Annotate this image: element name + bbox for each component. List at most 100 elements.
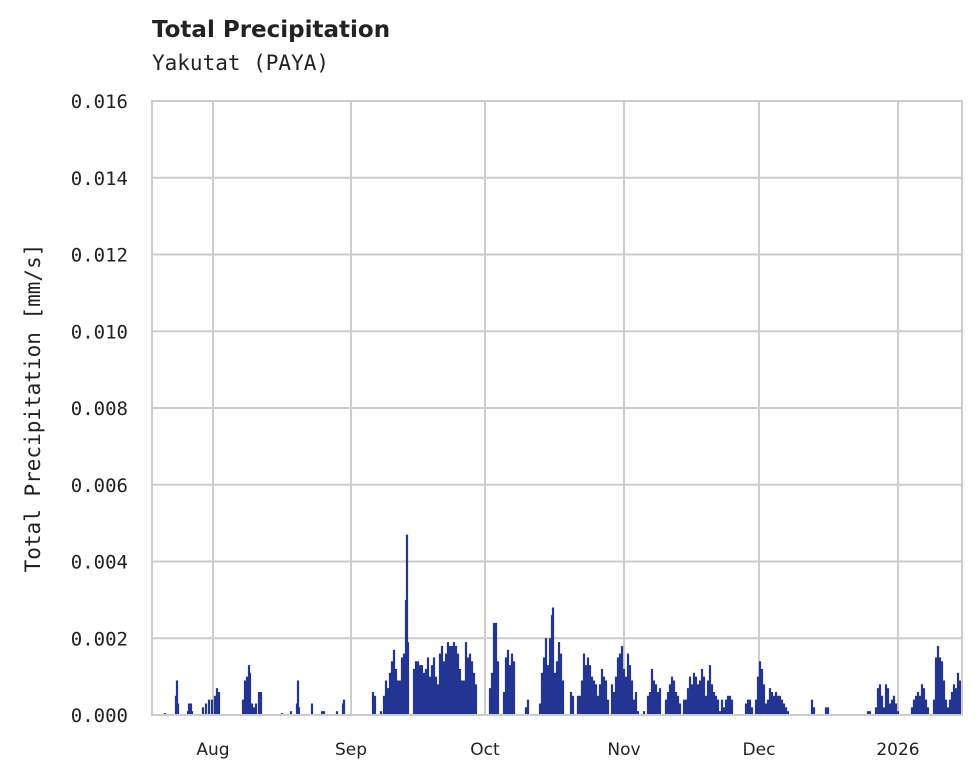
precip-bar (580, 680, 584, 715)
precip-bar (948, 699, 952, 715)
precip-bar (384, 680, 388, 715)
precip-bar (666, 691, 670, 715)
precip-bar (542, 657, 546, 715)
precip-bar (826, 707, 830, 715)
precip-bar (335, 711, 339, 715)
precip-bar (956, 672, 960, 715)
precip-bar (886, 688, 890, 715)
y-tick-label: 0.006 (71, 475, 128, 497)
precip-bar (440, 645, 444, 715)
precip-bar (474, 684, 478, 715)
precip-bar (426, 657, 430, 715)
precip-bar (488, 688, 492, 715)
x-tick-label: 2026 (876, 740, 919, 760)
precip-bar (936, 645, 940, 715)
precip-bar (720, 699, 724, 715)
precip-bar (938, 657, 942, 715)
precip-bar (658, 688, 662, 715)
precip-bar (322, 711, 326, 715)
precip-bar (648, 691, 652, 715)
precip-bar (670, 676, 674, 715)
precip-bar (470, 661, 474, 715)
precip-bar (416, 661, 420, 715)
precip-bar (910, 707, 914, 715)
precip-bar (540, 672, 544, 715)
precip-bar (189, 703, 193, 715)
precip-bar (490, 672, 494, 715)
x-tick-label: Dec (743, 740, 776, 760)
precip-bar (504, 657, 508, 715)
precip-bar (434, 676, 438, 715)
precip-bar (379, 711, 383, 715)
precip-bar (708, 665, 712, 715)
precip-bar (622, 668, 626, 715)
precip-bar (342, 699, 346, 715)
precip-bar (444, 653, 448, 715)
chart-title: Total Precipitation (152, 17, 391, 43)
grid-lines (152, 100, 962, 716)
precip-bar (636, 711, 640, 715)
y-tick-label: 0.010 (71, 321, 128, 343)
precip-bar (320, 711, 324, 715)
precip-bar (812, 707, 816, 715)
precip-bar (946, 707, 950, 715)
precip-bar (466, 657, 470, 715)
precip-bar (492, 622, 496, 715)
precip-bar (700, 668, 704, 715)
precip-bar (714, 695, 718, 715)
precip-bar (876, 688, 880, 715)
x-tick-label: Nov (607, 740, 640, 760)
precip-bar (942, 680, 946, 715)
precip-bar (588, 665, 592, 715)
precip-bar (254, 703, 258, 715)
precip-bar (696, 684, 700, 715)
precip-bar (436, 684, 440, 715)
precip-bar (450, 645, 454, 715)
precip-bar (724, 699, 728, 715)
precip-bar (650, 668, 654, 715)
precip-bar (496, 661, 500, 715)
precip-bar (760, 668, 764, 715)
precip-bar (884, 684, 888, 715)
precip-bar (642, 711, 646, 715)
chart-subtitle: Yakutat (PAYA) (152, 51, 330, 75)
precip-bar (602, 676, 606, 715)
precip-bar (710, 684, 714, 715)
precip-bar (868, 711, 872, 715)
precip-bar (652, 680, 656, 715)
precip-bar (454, 645, 458, 715)
precip-bar (571, 695, 575, 715)
precip-bar (430, 665, 434, 715)
precip-bar (586, 657, 590, 715)
precip-bar (561, 680, 565, 715)
precip-bar (912, 699, 916, 715)
precip-bar (546, 665, 550, 715)
precip-bar (526, 699, 530, 715)
precip-bar (748, 699, 752, 715)
precip-bar (954, 688, 958, 715)
y-tick-label: 0.000 (71, 705, 128, 727)
precip-bar (646, 695, 650, 715)
precip-bar (730, 699, 734, 715)
precip-bar (428, 676, 432, 715)
precip-bar (668, 684, 672, 715)
precip-bar (551, 607, 555, 715)
precip-bar (678, 703, 682, 715)
precip-bar (778, 695, 782, 715)
x-axis-ticks: Aug Sep Oct Nov Dec 2026 (196, 740, 919, 760)
precip-bar (674, 691, 678, 715)
precip-bar (508, 665, 512, 715)
precip-bar (698, 680, 702, 715)
y-tick-label: 0.012 (71, 245, 128, 267)
precip-bar (502, 691, 506, 715)
precip-bar (632, 699, 636, 715)
precip-bar (394, 668, 398, 715)
precip-bar (890, 699, 894, 715)
precip-bar (896, 711, 900, 715)
x-tick-label: Aug (196, 740, 229, 760)
precip-bar (373, 695, 377, 715)
precip-bar (559, 653, 563, 715)
precip-bar (944, 699, 948, 715)
precip-bar (776, 695, 780, 715)
precip-bar (510, 653, 514, 715)
